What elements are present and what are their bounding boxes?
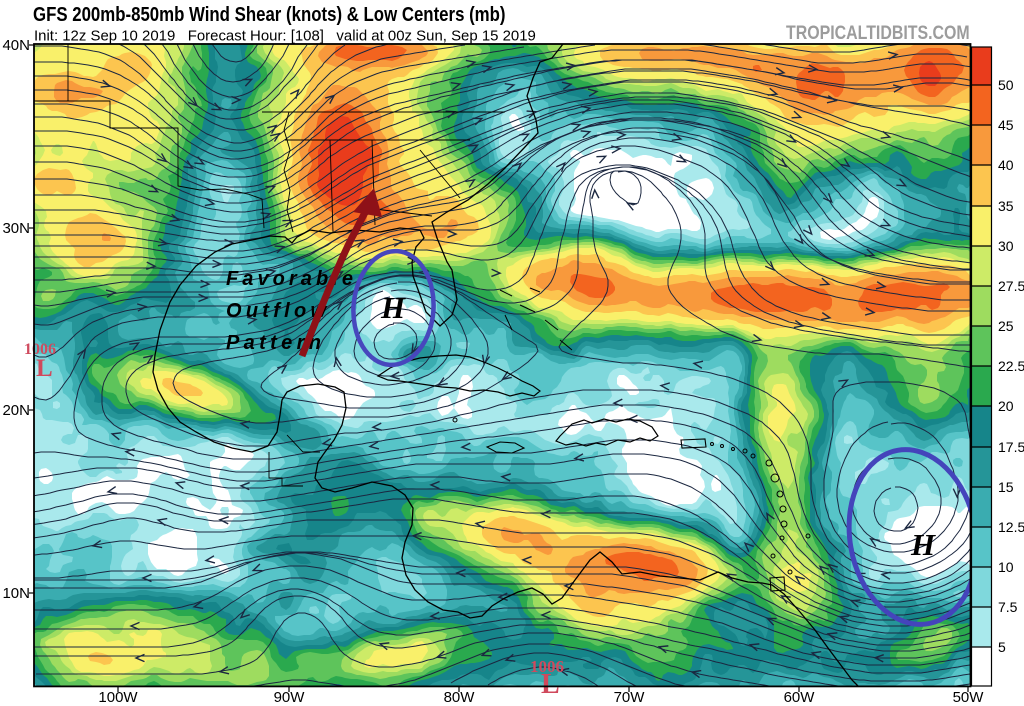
svg-text:27.5: 27.5	[998, 278, 1024, 294]
svg-text:1006: 1006	[24, 341, 56, 358]
svg-text:Favorable: Favorable	[226, 268, 353, 290]
svg-text:30: 30	[998, 238, 1014, 254]
svg-text:15: 15	[998, 479, 1014, 495]
svg-text:Pattern: Pattern	[226, 332, 321, 354]
svg-text:100W: 100W	[98, 689, 138, 706]
svg-text:20: 20	[998, 398, 1014, 414]
svg-text:45: 45	[998, 117, 1014, 133]
svg-text:TROPICALTIDBITS.COM: TROPICALTIDBITS.COM	[786, 22, 970, 44]
svg-text:5: 5	[998, 639, 1006, 655]
svg-text:10: 10	[998, 559, 1014, 575]
svg-text:H: H	[380, 290, 406, 325]
svg-text:22.5: 22.5	[998, 358, 1024, 374]
svg-text:80W: 80W	[444, 689, 476, 706]
svg-text:35: 35	[998, 198, 1014, 214]
svg-text:60W: 60W	[784, 689, 816, 706]
svg-text:50W: 50W	[953, 689, 985, 706]
svg-text:12.5: 12.5	[998, 519, 1024, 535]
svg-text:30N: 30N	[2, 220, 30, 237]
svg-text:7.5: 7.5	[998, 599, 1018, 615]
svg-text:Init: 12z Sep 10 2019 Foreca: Init: 12z Sep 10 2019 Forecast Hour: [10…	[34, 27, 536, 44]
svg-text:10N: 10N	[2, 585, 30, 602]
svg-text:40: 40	[998, 157, 1014, 173]
svg-text:GFS 200mb-850mb Wind Shear (kn: GFS 200mb-850mb Wind Shear (knots) & Low…	[33, 3, 506, 26]
svg-text:50: 50	[998, 77, 1014, 93]
svg-text:40N: 40N	[2, 37, 30, 54]
svg-text:L: L	[36, 355, 53, 382]
svg-text:20N: 20N	[2, 402, 30, 419]
svg-text:70W: 70W	[614, 689, 646, 706]
svg-text:25: 25	[998, 318, 1014, 334]
svg-text:90W: 90W	[274, 689, 306, 706]
svg-text:Outflow: Outflow	[226, 300, 327, 322]
svg-text:L: L	[541, 669, 560, 700]
svg-text:17.5: 17.5	[998, 439, 1024, 455]
svg-text:1006: 1006	[530, 657, 564, 676]
svg-text:H: H	[910, 527, 936, 562]
